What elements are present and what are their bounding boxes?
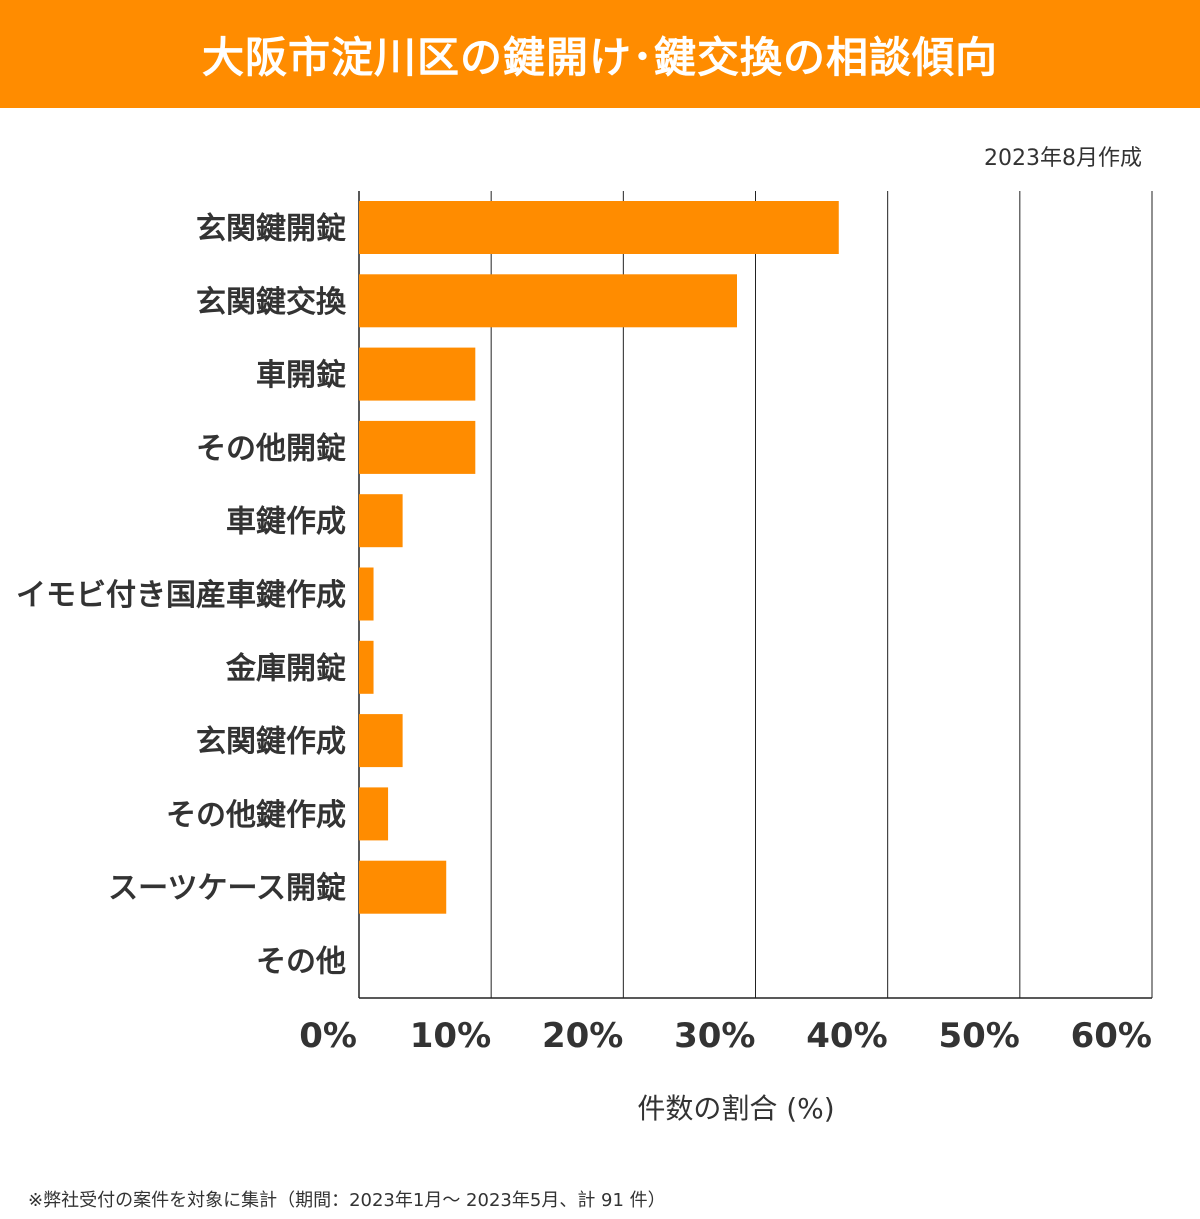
- x-tick-label: 20%: [542, 1016, 623, 1056]
- bar: [359, 567, 374, 621]
- category-label: その他: [256, 945, 346, 980]
- chart-title: 大阪市淀川区の鍵開け･鍵交換の相談傾向: [201, 32, 998, 82]
- category-label: 玄関鍵交換: [196, 285, 347, 320]
- category-label: 車開錠: [256, 358, 346, 393]
- x-axis-title: 件数の割合 (%): [637, 1092, 834, 1125]
- category-label: 車鍵作成: [226, 505, 346, 540]
- bar: [359, 787, 389, 841]
- category-label: その他鍵作成: [166, 798, 346, 833]
- x-tick-label: 60%: [1071, 1016, 1152, 1056]
- bar: [359, 201, 839, 254]
- x-tick-label: 30%: [674, 1016, 755, 1056]
- title-banner: 大阪市淀川区の鍵開け･鍵交換の相談傾向: [0, 0, 1200, 108]
- creation-date: 2023年8月作成: [984, 146, 1142, 171]
- x-tick-label: 40%: [806, 1016, 887, 1056]
- footnote: ※弊社受付の案件を対象に集計（期間：2023年1月～ 2023年5月、計 91 …: [28, 1190, 666, 1211]
- bar: [359, 714, 403, 768]
- bar: [359, 640, 374, 694]
- category-label: その他開錠: [196, 431, 346, 466]
- x-tick-label: 0%: [299, 1016, 357, 1056]
- x-tick-label: 50%: [938, 1016, 1019, 1056]
- category-label: スーツケース開錠: [108, 871, 346, 906]
- bar: [359, 274, 737, 328]
- bar: [359, 494, 403, 548]
- bar: [359, 860, 447, 914]
- category-label: 金庫開錠: [225, 651, 346, 686]
- category-label: イモビ付き国産車鍵作成: [16, 578, 346, 613]
- bar: [359, 420, 476, 474]
- category-label: 玄関鍵作成: [196, 725, 346, 760]
- bar: [359, 347, 476, 401]
- x-tick-label: 10%: [410, 1016, 491, 1056]
- category-label: 玄関鍵開錠: [196, 212, 346, 247]
